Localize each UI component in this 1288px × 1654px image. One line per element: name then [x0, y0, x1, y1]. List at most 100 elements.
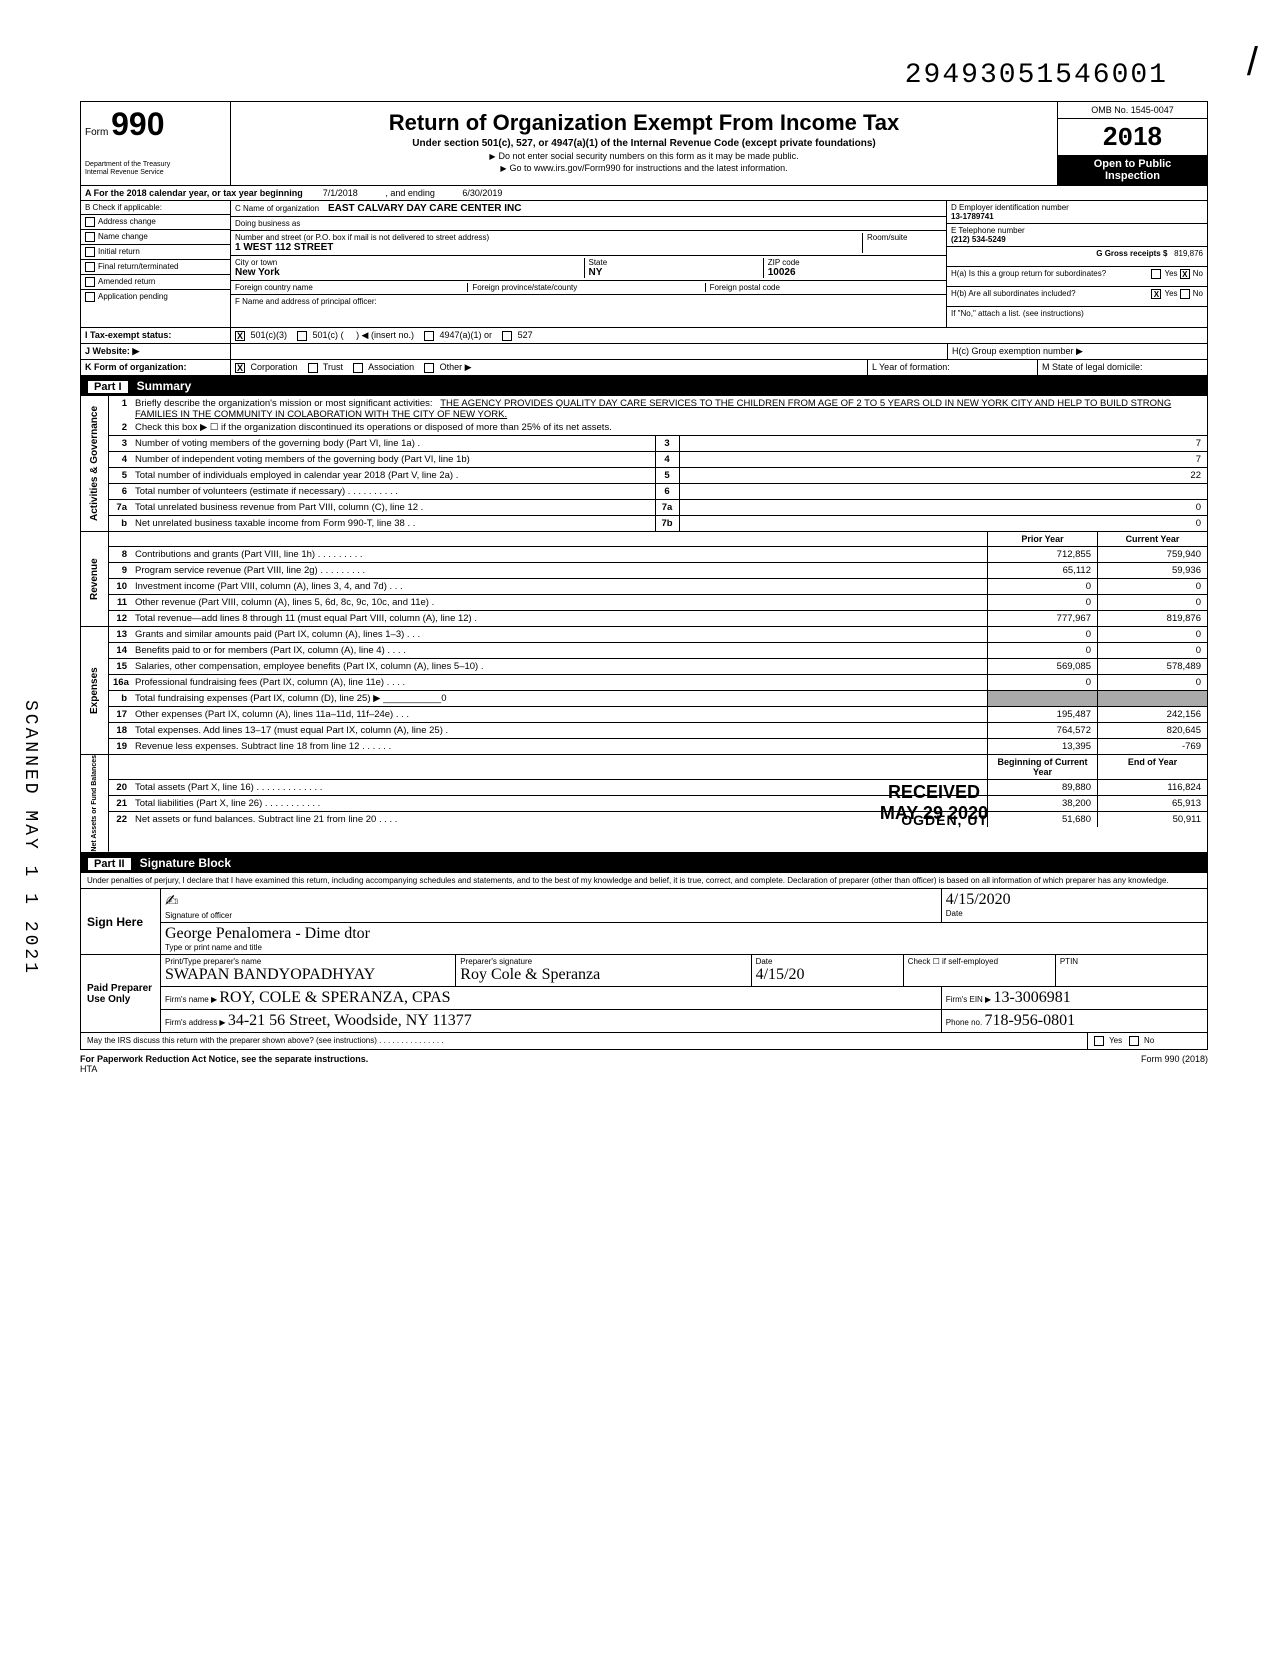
rev-lines: Prior Year Current Year 8Contributions a… — [109, 532, 1207, 626]
chk-final-return[interactable]: Final return/terminated — [81, 260, 230, 275]
ein-row: D Employer identification number 13-1789… — [947, 201, 1207, 224]
org-name: EAST CALVARY DAY CARE CENTER INC — [328, 203, 522, 214]
k-options: X Corporation Trust Association Other ▶ — [231, 360, 867, 375]
side-expenses: Expenses — [81, 627, 109, 754]
form-header: Form 990 Department of the Treasury Inte… — [80, 101, 1208, 186]
slash-mark: / — [1247, 40, 1258, 85]
side-net-assets: Net Assets or Fund Balances — [81, 755, 109, 852]
preparer-cells: Print/Type preparer's nameSWAPAN BANDYOP… — [161, 955, 1207, 1032]
l4-text: Number of independent voting members of … — [131, 452, 655, 467]
l-label: L Year of formation: — [867, 360, 1037, 375]
sign-here-cells: ✍︎ Signature of officer 4/15/2020 Date G… — [161, 889, 1207, 954]
k-label: K Form of organization: — [81, 360, 231, 375]
chk-assoc[interactable]: Association — [353, 362, 414, 373]
inspection-text: Inspection — [1061, 170, 1204, 182]
l5-box: 5 — [655, 468, 679, 483]
line-16a: 16aProfessional fundraising fees (Part I… — [109, 675, 1207, 691]
dept-line2: Internal Revenue Service — [85, 169, 226, 177]
chk-501c3[interactable]: X 501(c)(3) — [235, 330, 287, 341]
form-subtitle: Under section 501(c), 527, or 4947(a)(1)… — [241, 138, 1047, 149]
line-11: 11Other revenue (Part VIII, column (A), … — [109, 595, 1207, 611]
form-990-number: 990 — [111, 106, 164, 142]
summary-revenue: Revenue Prior Year Current Year 8Contrib… — [80, 532, 1208, 627]
org-state: NY — [589, 267, 603, 278]
row-a-tax-year: A For the 2018 calendar year, or tax yea… — [80, 186, 1208, 201]
l7a-box: 7a — [655, 500, 679, 515]
line-12: 12Total revenue—add lines 8 through 11 (… — [109, 611, 1207, 626]
received-stamp-loc: OGDEN, UT — [901, 812, 988, 828]
chk-name-change[interactable]: Name change — [81, 230, 230, 245]
col-b-checkboxes: B Check if applicable: Address change Na… — [81, 201, 231, 327]
self-employed-check: Check ☐ if self-employed — [908, 957, 1051, 966]
addr-label: Number and street (or P.O. box if mail i… — [235, 233, 862, 242]
chk-initial-return[interactable]: Initial return — [81, 245, 230, 260]
sig-officer-label: Signature of officer — [165, 911, 937, 920]
part2-num: Part II — [88, 858, 131, 870]
chk-4947[interactable]: 4947(a)(1) or — [424, 330, 492, 341]
dba-label: Doing business as — [231, 217, 946, 231]
chk-app-pending[interactable]: Application pending — [81, 290, 230, 304]
type-name-label: Type or print name and title — [165, 943, 1203, 952]
l7a-text: Total unrelated business revenue from Pa… — [131, 500, 655, 515]
city-state-zip-row: City or townNew York StateNY ZIP code100… — [231, 256, 946, 281]
signature-block: Under penalties of perjury, I declare th… — [80, 873, 1208, 1051]
line-6: 6Total number of volunteers (estimate if… — [109, 484, 1207, 500]
line1-label: Briefly describe the organization's miss… — [135, 398, 433, 409]
l3-text: Number of voting members of the governin… — [131, 436, 655, 451]
hb-yesno: XYes No — [1151, 289, 1203, 304]
l6-val — [679, 484, 1208, 499]
e-label: E Telephone number — [951, 226, 1203, 235]
gross-receipts-row: G Gross receipts $ 819,876 — [947, 247, 1207, 267]
preparer-date: 4/15/20 — [756, 966, 805, 983]
part2-title: Signature Block — [140, 856, 231, 870]
firm-phone: 718-956-0801 — [984, 1012, 1075, 1029]
ptin-label: PTIN — [1056, 955, 1207, 986]
hta-label: HTA — [80, 1064, 97, 1074]
tax-year-begin: 7/1/2018 — [323, 188, 358, 198]
open-public: Open to Public Inspection — [1058, 155, 1207, 185]
chk-address-change[interactable]: Address change — [81, 215, 230, 230]
i-label: I Tax-exempt status: — [81, 328, 231, 343]
dln-number: 29493051546001 — [80, 60, 1208, 91]
line2-text: Check this box ▶ ☐ if the organization d… — [131, 420, 1207, 435]
line-5: 5Total number of individuals employed in… — [109, 468, 1207, 484]
line-21: 21Total liabilities (Part X, line 26) . … — [109, 796, 1207, 812]
city-label: City or town — [235, 258, 584, 267]
chk-amended[interactable]: Amended return — [81, 275, 230, 290]
prep-name-label: Print/Type preparer's name — [165, 957, 451, 966]
discuss-yesno: Yes No — [1087, 1033, 1207, 1049]
col-prior-year: Prior Year — [987, 532, 1097, 546]
line-4: 4Number of independent voting members of… — [109, 452, 1207, 468]
firm-address: 34-21 56 Street, Woodside, NY 11377 — [228, 1012, 472, 1029]
firm-name: ROY, COLE & SPERANZA, CPAS — [219, 989, 450, 1006]
chk-527[interactable]: 527 — [502, 330, 533, 341]
chk-trust[interactable]: Trust — [308, 362, 344, 373]
org-city: New York — [235, 267, 280, 278]
declaration-text: Under penalties of perjury, I declare th… — [81, 873, 1207, 890]
tax-year: 2018 — [1058, 119, 1207, 155]
discuss-text: May the IRS discuss this return with the… — [87, 1036, 444, 1045]
greyed-cell — [987, 691, 1097, 706]
chk-corp[interactable]: X Corporation — [235, 362, 298, 373]
col-b-header: B Check if applicable: — [81, 201, 230, 215]
header-right: OMB No. 1545-0047 2018 Open to Public In… — [1057, 102, 1207, 185]
sign-here-row: Sign Here ✍︎ Signature of officer 4/15/2… — [81, 889, 1207, 955]
l3-val: 7 — [679, 436, 1208, 451]
summary-governance: Activities & Governance 1 Briefly descri… — [80, 396, 1208, 532]
phone-value: (212) 534-5249 — [951, 235, 1006, 244]
chk-501c[interactable]: 501(c) ( ) ◀ (insert no.) — [297, 330, 414, 341]
col-d-right: D Employer identification number 13-1789… — [947, 201, 1207, 327]
part-2-bar: Part II Signature Block — [80, 853, 1208, 873]
chk-other[interactable]: Other ▶ — [424, 362, 471, 373]
chk-label: Initial return — [98, 247, 140, 256]
gross-receipts-value: 819,876 — [1174, 249, 1203, 258]
state-label: State — [589, 258, 763, 267]
l7a-val: 0 — [679, 500, 1208, 515]
room-label: Room/suite — [862, 233, 942, 253]
footer-left: For Paperwork Reduction Act Notice, see … — [80, 1054, 368, 1074]
chk-label: Final return/terminated — [98, 262, 178, 271]
j-label: J Website: ▶ — [81, 344, 231, 359]
line-13: 13Grants and similar amounts paid (Part … — [109, 627, 1207, 643]
line-18: 18Total expenses. Add lines 13–17 (must … — [109, 723, 1207, 739]
dept-treasury: Department of the Treasury Internal Reve… — [85, 161, 226, 176]
